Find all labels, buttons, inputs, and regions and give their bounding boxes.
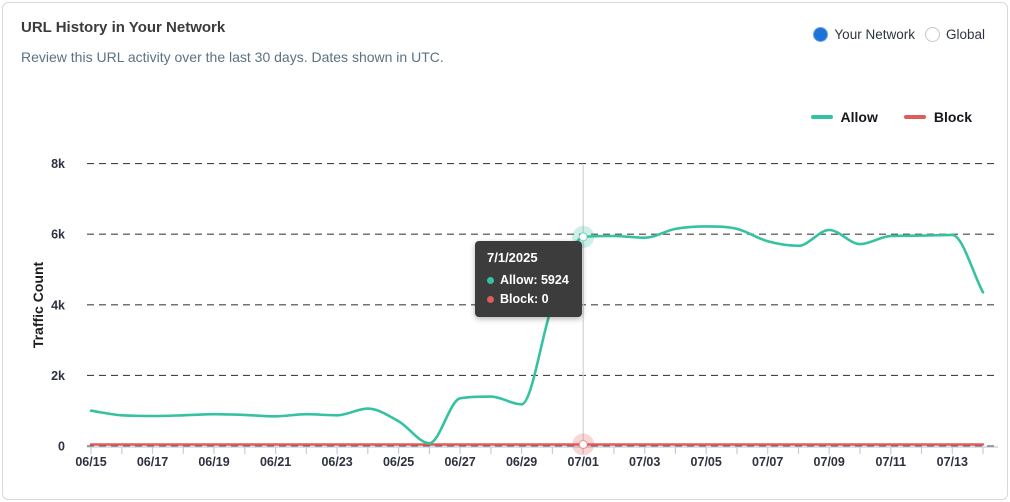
- allow-marker: [578, 232, 588, 242]
- tooltip-row-block: Block: 0: [487, 292, 569, 306]
- subtitle: Review this URL activity over the last 3…: [21, 49, 444, 65]
- x-tick-label: 07/03: [629, 455, 660, 469]
- block-marker: [578, 439, 588, 450]
- radio-global-label: Global: [945, 27, 985, 42]
- legend-block-label: Block: [933, 109, 972, 125]
- x-tick-label: 06/25: [383, 455, 414, 469]
- chart-legend: Allow Block: [810, 109, 972, 125]
- x-tick-label: 07/05: [691, 455, 722, 469]
- x-tick-label: 06/19: [198, 455, 229, 469]
- allow-dot-icon: [487, 276, 494, 284]
- x-tick-label: 06/23: [321, 455, 352, 469]
- radio-selected-icon[interactable]: [813, 27, 829, 42]
- legend-item-block[interactable]: Block: [903, 109, 972, 125]
- chart-tooltip: 7/1/2025 Allow: 5924 Block: 0: [475, 241, 582, 317]
- x-tick-label: 06/29: [506, 455, 537, 469]
- page-title: URL History in Your Network: [21, 19, 226, 36]
- y-tick-label: 8k: [51, 157, 65, 171]
- tooltip-block-text: Block: 0: [500, 292, 549, 306]
- traffic-chart[interactable]: 0 2k 4k 6k 8k Traffic Count 06/15 06/17 06/19 06/…: [3, 143, 1008, 493]
- tooltip-date: 7/1/2025: [487, 250, 538, 265]
- x-tick-label: 06/17: [137, 455, 168, 469]
- x-tick-label: 06/21: [260, 455, 291, 469]
- tooltip-allow-text: Allow: 5924: [500, 273, 569, 287]
- x-tick-label: 07/11: [876, 455, 907, 469]
- scope-toggle: Your Network Global: [813, 27, 985, 42]
- x-tick-label: 07/07: [752, 455, 783, 469]
- legend-allow-label: Allow: [840, 109, 878, 125]
- x-tick-label: 07/01: [568, 455, 599, 469]
- allow-swatch-icon: [810, 115, 833, 119]
- allow-line: [89, 225, 985, 445]
- legend-item-allow[interactable]: Allow: [810, 109, 878, 125]
- block-dot-icon: [487, 295, 494, 303]
- x-tick-label: 07/09: [814, 455, 845, 469]
- radio-your-network-label: Your Network: [834, 27, 915, 42]
- radio-global[interactable]: Global: [924, 27, 985, 42]
- y-tick-label: 6k: [51, 228, 65, 242]
- y-tick-label: 2k: [51, 369, 65, 383]
- block-swatch-icon: [903, 115, 926, 119]
- y-tick-label: 0: [58, 440, 65, 454]
- x-tick-label: 07/13: [937, 455, 968, 469]
- radio-your-network[interactable]: Your Network: [813, 27, 915, 42]
- tooltip-row-allow: Allow: 5924: [487, 273, 569, 287]
- x-tick-label: 06/27: [444, 455, 475, 469]
- radio-unselected-icon[interactable]: [924, 27, 940, 42]
- y-axis-title: Traffic Count: [30, 262, 46, 349]
- y-tick-label: 4k: [51, 298, 65, 312]
- x-tick-label: 06/15: [75, 455, 106, 469]
